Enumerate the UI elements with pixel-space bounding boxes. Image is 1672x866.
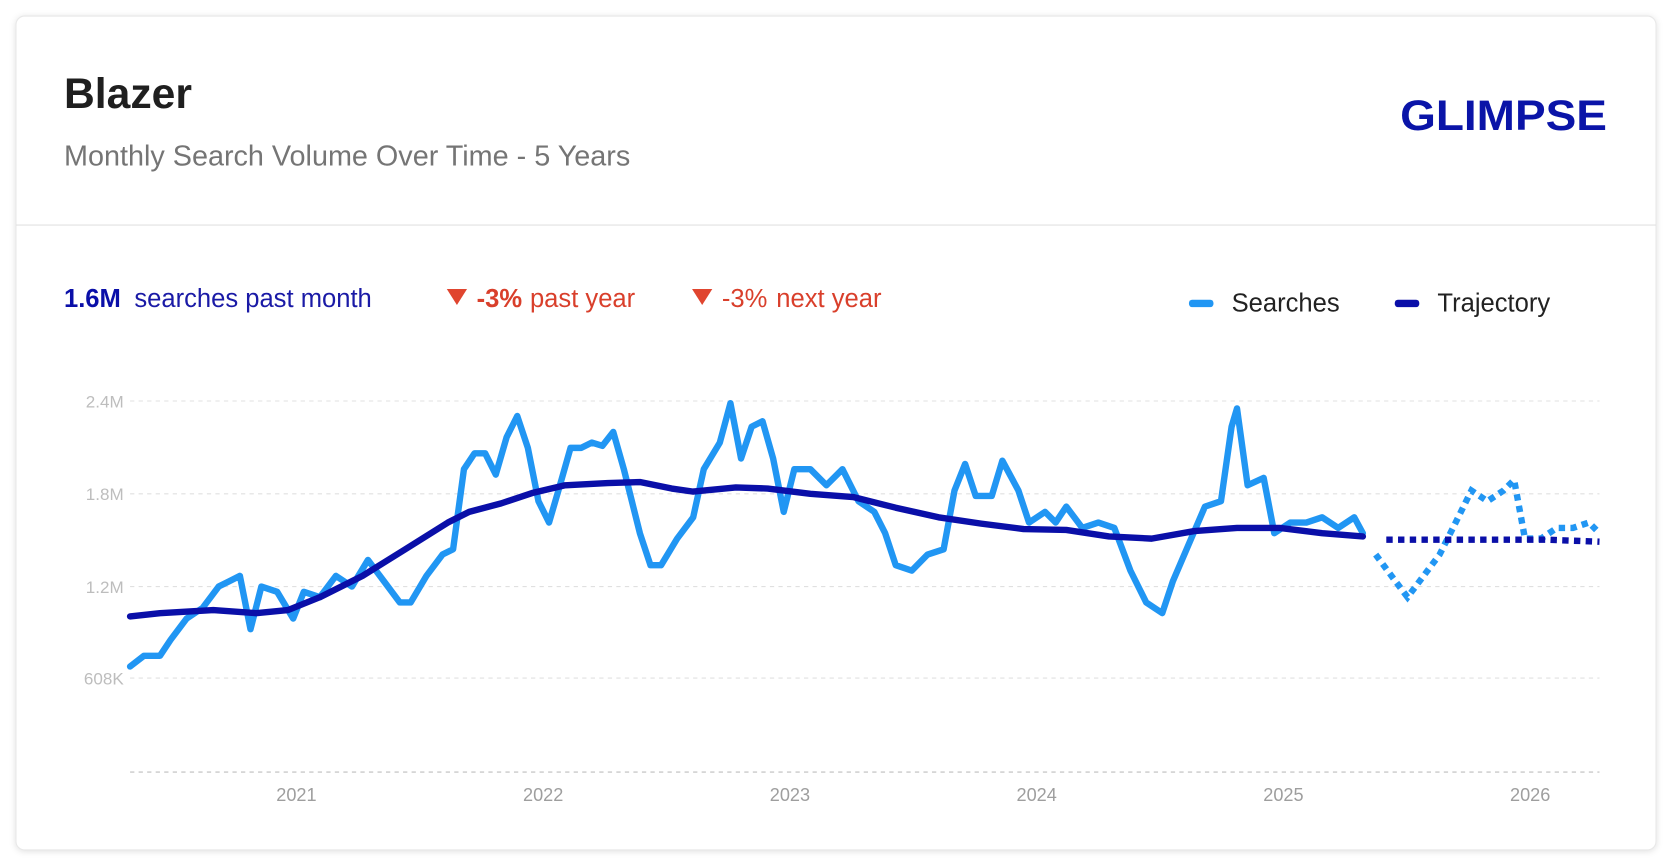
legend-swatch bbox=[1188, 299, 1214, 308]
next-change: -3% bbox=[722, 285, 768, 313]
x-tick-label: 2025 bbox=[1263, 785, 1303, 805]
past-change: -3% bbox=[477, 285, 523, 313]
subtitle: Monthly Search Volume Over Time - 5 Year… bbox=[64, 140, 630, 172]
down-arrow bbox=[692, 289, 713, 306]
forecast-line bbox=[1386, 536, 1600, 545]
x-tick-label: 2022 bbox=[523, 785, 563, 805]
y-tick-label: 608K bbox=[84, 669, 124, 688]
logo: GLIMPSE bbox=[1400, 92, 1607, 140]
plot: 608K 1.2M 1.8M 2.4M 2021 2022 2023 2024 2025 2026 bbox=[84, 392, 1602, 805]
legend-swatch bbox=[1394, 299, 1420, 308]
next-label: next year bbox=[776, 285, 882, 313]
y-tick-label: 2.4M bbox=[86, 392, 124, 411]
legend-label: Searches bbox=[1232, 289, 1340, 317]
y-tick-label: 1.2M bbox=[86, 578, 124, 597]
x-tick-label: 2026 bbox=[1510, 785, 1550, 805]
x-tick-label: 2021 bbox=[276, 785, 316, 805]
legend: Searches Trajectory bbox=[1188, 289, 1550, 317]
volume: 1.6M bbox=[64, 285, 121, 313]
x-tick-label: 2023 bbox=[770, 785, 810, 805]
legend-label: Trajectory bbox=[1437, 289, 1550, 317]
x-tick-label: 2024 bbox=[1017, 785, 1057, 805]
series-line bbox=[126, 478, 1367, 620]
volume-label: searches past month bbox=[134, 285, 371, 313]
forecast-line bbox=[1373, 473, 1602, 603]
past-label: past year bbox=[530, 285, 636, 313]
down-arrow bbox=[446, 289, 468, 306]
y-tick-label: 1.8M bbox=[86, 485, 124, 504]
title: Blazer bbox=[64, 70, 192, 118]
